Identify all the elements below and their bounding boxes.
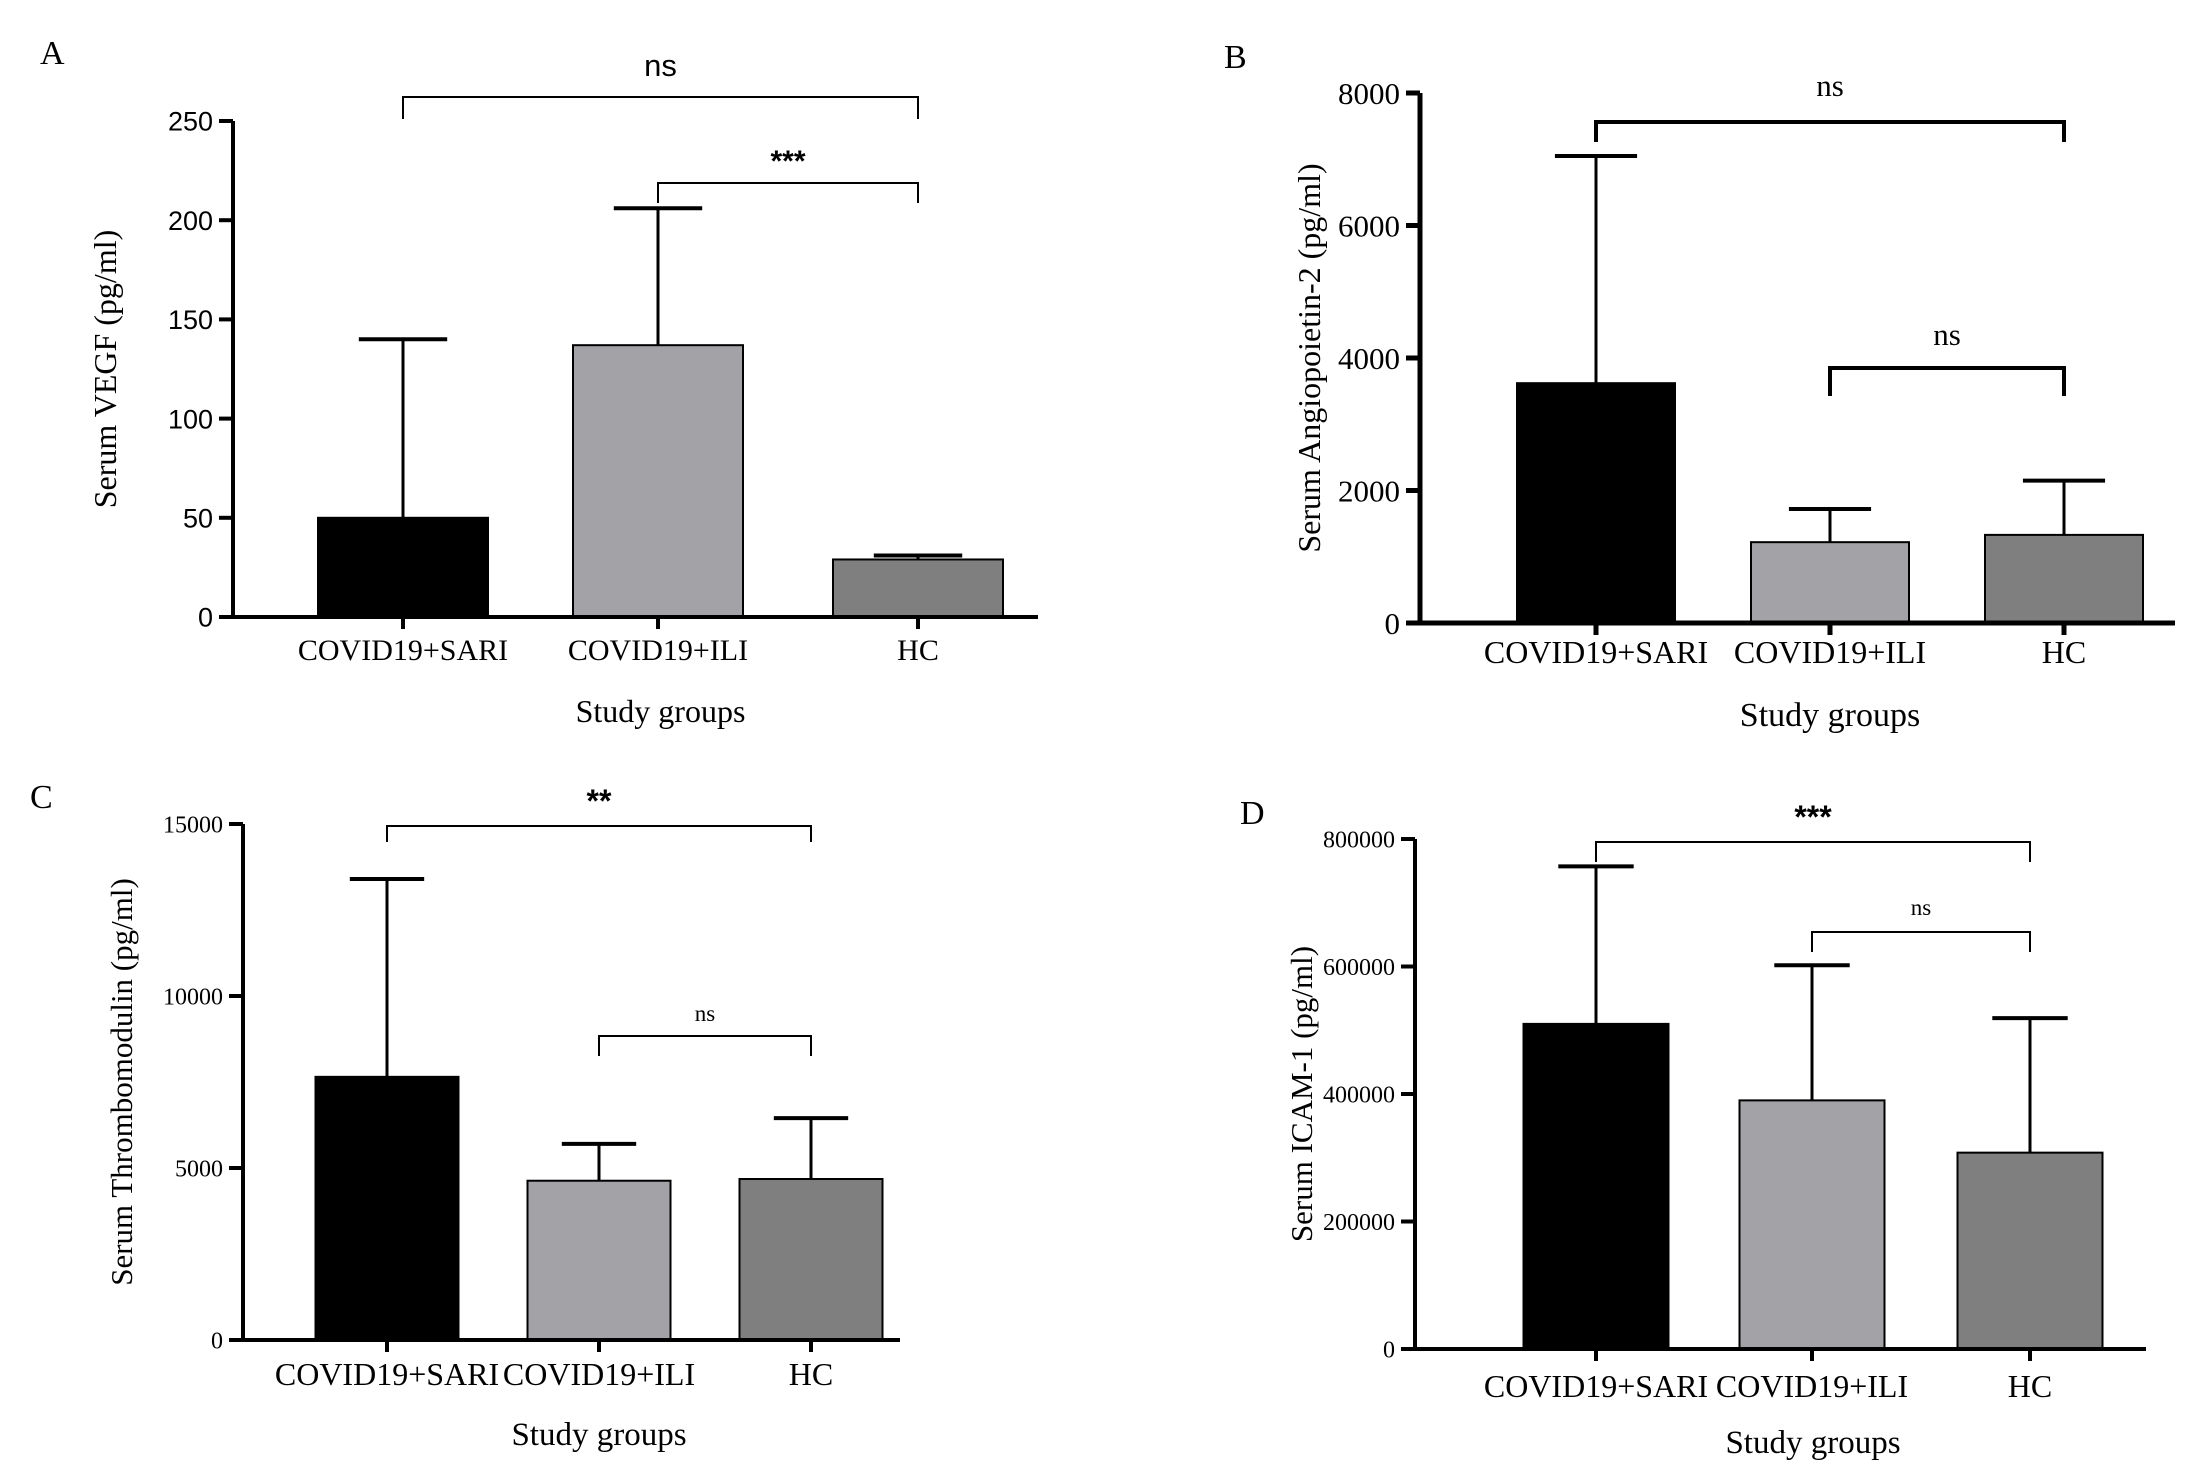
chart-d-bar-0 (1522, 1022, 1670, 1350)
chart-b-y-tick-label-1: 2000 (1338, 474, 1400, 509)
chart-d-significance-bracket-0 (1595, 841, 2031, 862)
chart-b-bar-1 (1750, 541, 1910, 624)
chart-a-x-axis-title: Study groups (576, 693, 746, 729)
chart-a-y-tick-label-1: 50 (183, 504, 213, 534)
chart-a-y-tick-label-4: 200 (168, 206, 213, 236)
chart-d-x-axis-title: Study groups (1725, 1425, 1900, 1461)
chart-a-y-tick-label-2: 100 (168, 404, 213, 434)
chart-b-bar-0 (1516, 382, 1676, 624)
chart-a-bar-0 (317, 516, 489, 618)
chart-c-y-tick-label-2: 10000 (163, 985, 223, 1011)
chart-c-bar-0 (314, 1075, 460, 1341)
chart-c-y-tick-label-3: 15000 (163, 813, 223, 839)
chart-a-y-axis-title: Serum VEGF (pg/ml) (87, 230, 123, 509)
chart-c-bar-1 (526, 1179, 672, 1342)
chart-d-y-tick-label-2: 400000 (1323, 1083, 1395, 1109)
chart-c-significance-bracket-0 (386, 825, 812, 842)
chart-d-y-axis-title: Serum ICAM-1 (pg/ml) (1284, 946, 1319, 1242)
chart-c-panel-label: C (30, 779, 53, 816)
chart-d-y-tick-label-3: 600000 (1323, 955, 1395, 981)
chart-c-x-axis-title: Study groups (511, 1417, 686, 1453)
chart-d-bar-1 (1738, 1099, 1886, 1350)
chart-d-significance-label-0: *** (1794, 799, 1832, 835)
chart-b-y-tick-label-2: 4000 (1338, 341, 1400, 376)
chart-d-significance-label-1: ns (1911, 895, 1932, 920)
chart-d-y-tick-label-4: 800000 (1323, 828, 1395, 854)
chart-b-significance-bracket-0 (1594, 120, 2066, 142)
chart-b-y-axis-title: Serum Angiopoietin-2 (pg/ml) (1291, 163, 1327, 552)
chart-a-category-label-1: COVID19+ILI (568, 634, 748, 667)
chart-a-category-label-2: HC (897, 634, 939, 667)
chart-b-y-tick-label-3: 6000 (1338, 209, 1400, 244)
chart-a-bar-2 (832, 558, 1004, 618)
chart-b-bar-2 (1984, 533, 2144, 625)
chart-c-bar-2 (738, 1178, 884, 1342)
chart-c-category-label-0: COVID19+SARI (275, 1356, 499, 1392)
chart-b-significance-bracket-1 (1828, 366, 2066, 396)
chart-c-significance-label-0: ** (587, 783, 612, 819)
chart-c-y-tick-label-0: 0 (211, 1329, 223, 1355)
chart-a-bar-1 (572, 344, 744, 618)
chart-a-y-tick-label-0: 0 (198, 603, 213, 633)
chart-b-significance-label-1: ns (1933, 317, 1961, 352)
chart-d-category-label-1: COVID19+ILI (1716, 1368, 1908, 1404)
chart-d-panel-label: D (1240, 795, 1265, 832)
chart-a-panel: A 0 50 100 150 200 250 COVID19+SARI COVID19+ILI H… (40, 35, 1038, 729)
chart-c-category-label-2: HC (789, 1356, 833, 1392)
chart-a-significance-label-1: *** (770, 145, 805, 178)
chart-a-panel-label: A (40, 35, 65, 72)
chart-d-panel: D 0 200000 400000 600000 800000 COVID19+SARI CO… (1240, 795, 2146, 1461)
chart-a-significance-bracket-0 (402, 96, 919, 119)
chart-a-category-label-0: COVID19+SARI (298, 634, 508, 667)
chart-b-x-axis-title: Study groups (1740, 697, 1920, 734)
chart-a-significance-label-0: ns (644, 48, 677, 83)
chart-d-significance-bracket-1 (1811, 931, 2031, 952)
chart-d-category-label-2: HC (2008, 1368, 2052, 1404)
chart-c-y-tick-label-1: 5000 (175, 1157, 223, 1183)
chart-b-y-tick-label-0: 0 (1385, 606, 1401, 641)
chart-b-category-label-0: COVID19+SARI (1484, 634, 1708, 670)
chart-a-y-tick-label-5: 250 (168, 107, 213, 137)
chart-c-significance-label-1: ns (695, 1001, 716, 1026)
chart-b-y-tick-label-4: 8000 (1338, 76, 1400, 111)
chart-b-panel: B 0 2000 4000 6000 8000 COVID19+SARI COVID19+IL… (1224, 39, 2175, 734)
chart-d-category-label-0: COVID19+SARI (1484, 1368, 1708, 1404)
chart-c-significance-bracket-1 (598, 1035, 812, 1056)
chart-c-y-axis-title: Serum Thrombomodulin (pg/ml) (104, 878, 139, 1286)
chart-b-category-label-1: COVID19+ILI (1734, 634, 1926, 670)
chart-d-y-tick-label-0: 0 (1383, 1338, 1395, 1364)
chart-b-category-label-2: HC (2042, 634, 2086, 670)
chart-a-y-tick-label-3: 150 (168, 305, 213, 335)
chart-a-significance-bracket-1 (657, 182, 919, 203)
chart-d-bar-2 (1956, 1151, 2104, 1351)
chart-b-panel-label: B (1224, 39, 1247, 76)
chart-d-y-tick-label-1: 200000 (1323, 1210, 1395, 1236)
chart-c-category-label-1: COVID19+ILI (503, 1356, 695, 1392)
chart-b-significance-label-0: ns (1816, 68, 1844, 103)
chart-c-panel: C 0 5000 10000 15000 COVID19+SARI COVID19+ILI H… (30, 779, 900, 1453)
